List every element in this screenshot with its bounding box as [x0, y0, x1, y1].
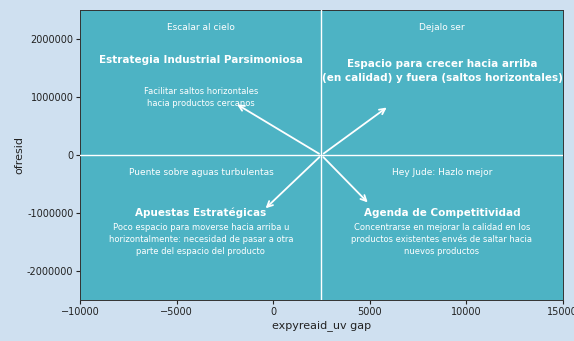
Text: Estrategia Industrial Parsimoniosa: Estrategia Industrial Parsimoniosa	[99, 55, 303, 64]
Text: Poco espacio para moverse hacia arriba u
horizontalmente: necesidad de pasar a o: Poco espacio para moverse hacia arriba u…	[108, 223, 293, 255]
Text: Puente sobre aguas turbulentas: Puente sobre aguas turbulentas	[129, 168, 273, 177]
Text: Hey Jude: Hazlo mejor: Hey Jude: Hazlo mejor	[392, 168, 492, 177]
Text: Apuestas Estratégicas: Apuestas Estratégicas	[135, 208, 266, 218]
Text: Facilitar saltos horizontales
hacia productos cercanos: Facilitar saltos horizontales hacia prod…	[144, 87, 258, 107]
Text: Espacio para crecer hacia arriba
(en calidad) y fuera (saltos horizontales): Espacio para crecer hacia arriba (en cal…	[321, 59, 563, 83]
Y-axis label: ofresid: ofresid	[14, 136, 24, 174]
X-axis label: expyreaid_uv gap: expyreaid_uv gap	[272, 320, 371, 331]
Text: Agenda de Competitividad: Agenda de Competitividad	[364, 208, 520, 218]
Text: Concentrarse en mejorar la calidad en los
productos existentes envés de saltar h: Concentrarse en mejorar la calidad en lo…	[351, 223, 533, 256]
Text: Dejalo ser: Dejalo ser	[419, 23, 465, 32]
Text: Escalar al cielo: Escalar al cielo	[167, 23, 235, 32]
